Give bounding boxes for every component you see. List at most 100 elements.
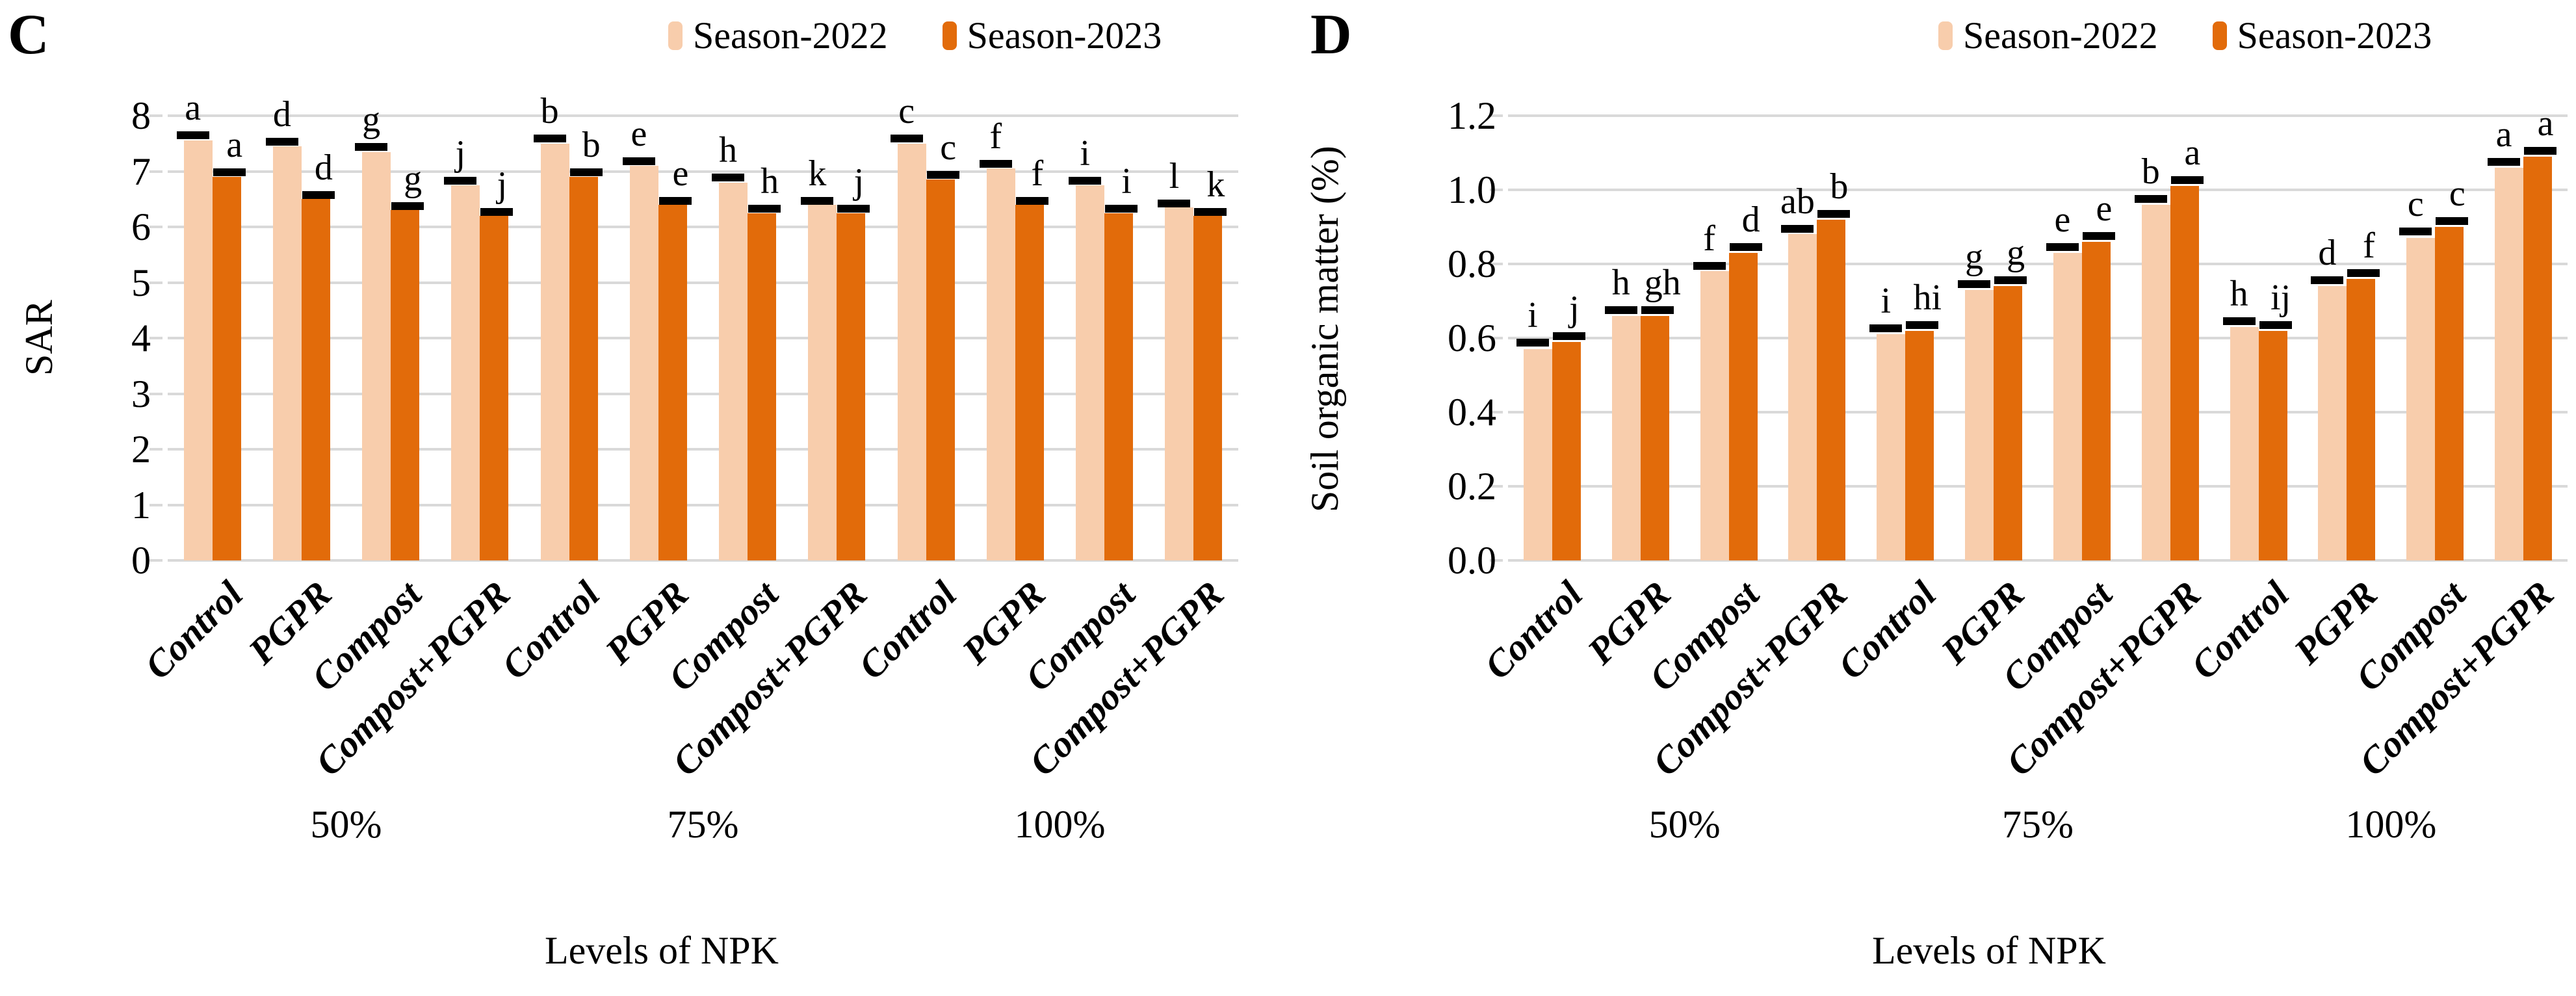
bar-season-2022 bbox=[2406, 238, 2436, 560]
gridline bbox=[168, 448, 1238, 451]
gridline bbox=[1508, 337, 2568, 339]
gridline bbox=[1508, 114, 2568, 117]
bar-season-2023 bbox=[1905, 330, 1934, 560]
bar-season-2023 bbox=[1817, 219, 1846, 560]
legend-item-season-2023: Season-2023 bbox=[2212, 17, 2432, 55]
gridline bbox=[168, 337, 1238, 339]
y-tick-label: 0.2 bbox=[1448, 465, 1496, 508]
group-label: 50% bbox=[1648, 803, 1721, 846]
error-bar-cap bbox=[2488, 157, 2521, 166]
sig-letter: e bbox=[2096, 188, 2113, 229]
panel-letter-d: D bbox=[1310, 3, 1352, 66]
sig-letter: i bbox=[1080, 133, 1090, 174]
error-bar-cap bbox=[1516, 338, 1549, 347]
sig-letter: g bbox=[2007, 233, 2025, 274]
error-bar-cap bbox=[1693, 261, 1726, 270]
error-bar-cap bbox=[2524, 146, 2557, 155]
bar-season-2023 bbox=[658, 204, 687, 560]
error-bar-cap bbox=[1015, 196, 1048, 205]
error-bar-cap bbox=[2046, 243, 2079, 252]
sig-letter: h bbox=[2230, 274, 2248, 315]
sig-letter: j bbox=[1569, 288, 1580, 329]
sig-letter: i bbox=[1880, 281, 1892, 322]
legend-swatch-season-2023 bbox=[942, 21, 957, 50]
sig-letter: j bbox=[455, 133, 466, 174]
bar-season-2023 bbox=[391, 210, 420, 560]
bar-season-2022 bbox=[540, 143, 569, 560]
y-tick-label: 0.4 bbox=[1448, 391, 1496, 434]
sig-letter: j bbox=[853, 161, 865, 202]
sig-letter: h bbox=[1611, 262, 1630, 303]
sig-letter: a bbox=[226, 124, 243, 165]
bar-season-2023 bbox=[837, 213, 866, 560]
error-bar-cap bbox=[1158, 199, 1191, 207]
bar-season-2023 bbox=[926, 179, 955, 560]
error-bar-cap bbox=[1781, 224, 1814, 233]
error-bar-cap bbox=[176, 131, 209, 140]
sig-letter: g bbox=[362, 99, 381, 140]
y-tick-label: 5 bbox=[131, 261, 151, 304]
sig-letter: a bbox=[185, 88, 202, 129]
bar-season-2023 bbox=[748, 213, 777, 560]
error-bar-cap bbox=[1194, 207, 1227, 216]
error-bar-cap bbox=[2399, 227, 2432, 235]
y-tick-label: 2 bbox=[131, 428, 151, 471]
bar-season-2022 bbox=[2318, 286, 2347, 560]
error-bar-cap bbox=[1817, 209, 1851, 218]
error-bar-cap bbox=[302, 190, 335, 199]
error-bar-cap bbox=[2082, 231, 2115, 240]
legend-label-season-2022: Season-2022 bbox=[1963, 14, 2158, 57]
bar-season-2023 bbox=[1994, 286, 2023, 560]
y-tick-label: 3 bbox=[131, 372, 151, 415]
bar-season-2023 bbox=[301, 199, 330, 560]
sig-letter: d bbox=[1741, 200, 1760, 241]
legend-d: Season-2022 Season-2023 bbox=[1938, 17, 2432, 55]
sig-letter: c bbox=[898, 90, 915, 131]
error-bar-cap bbox=[2222, 317, 2256, 326]
group-label: 75% bbox=[2002, 803, 2074, 846]
bar-season-2023 bbox=[2347, 278, 2376, 560]
bar-season-2023 bbox=[2435, 227, 2464, 560]
error-bar-cap bbox=[622, 157, 655, 165]
sig-letter: c bbox=[2407, 183, 2424, 224]
legend-label-season-2023: Season-2023 bbox=[967, 14, 1162, 57]
error-bar-cap bbox=[1906, 321, 1939, 329]
error-bar-cap bbox=[2134, 194, 2167, 203]
y-axis-tick bbox=[150, 559, 163, 562]
bar-season-2023 bbox=[2170, 186, 2199, 560]
gridline bbox=[1508, 485, 2568, 488]
bar-season-2023 bbox=[2081, 241, 2111, 560]
error-bar-cap bbox=[801, 196, 834, 205]
gridline bbox=[1508, 559, 2568, 562]
legend-swatch-season-2023 bbox=[2212, 21, 2227, 50]
error-bar-cap bbox=[1105, 205, 1138, 213]
error-bar-cap bbox=[1641, 306, 1674, 314]
sig-letter: f bbox=[989, 116, 1002, 157]
y-axis-tick bbox=[150, 503, 163, 506]
gridline bbox=[1508, 263, 2568, 265]
bar-season-2022 bbox=[719, 182, 748, 560]
bar-season-2023 bbox=[2258, 330, 2287, 560]
y-axis-tick bbox=[1490, 485, 1503, 488]
sig-letter: j bbox=[497, 164, 508, 205]
sig-letter: c bbox=[2449, 174, 2465, 215]
error-bar-cap bbox=[355, 143, 388, 151]
error-bar-cap bbox=[1994, 276, 2027, 285]
legend-item-season-2023: Season-2023 bbox=[942, 14, 1162, 57]
sig-letter: a bbox=[2537, 103, 2554, 144]
legend-swatch-season-2022 bbox=[668, 21, 683, 50]
sig-letter: e bbox=[631, 113, 647, 154]
group-label: 100% bbox=[1014, 803, 1106, 846]
gridline bbox=[1508, 411, 2568, 413]
gridline bbox=[168, 559, 1238, 562]
error-bar-cap bbox=[2311, 276, 2344, 285]
error-bar-cap bbox=[2436, 217, 2469, 226]
bar-season-2023 bbox=[1193, 215, 1223, 560]
error-bar-cap bbox=[2259, 321, 2292, 329]
bar-season-2022 bbox=[1076, 185, 1105, 560]
bar-season-2022 bbox=[451, 185, 480, 560]
y-axis-tick bbox=[150, 392, 163, 395]
bar-season-2023 bbox=[1104, 213, 1134, 560]
bar-season-2022 bbox=[1165, 207, 1194, 560]
